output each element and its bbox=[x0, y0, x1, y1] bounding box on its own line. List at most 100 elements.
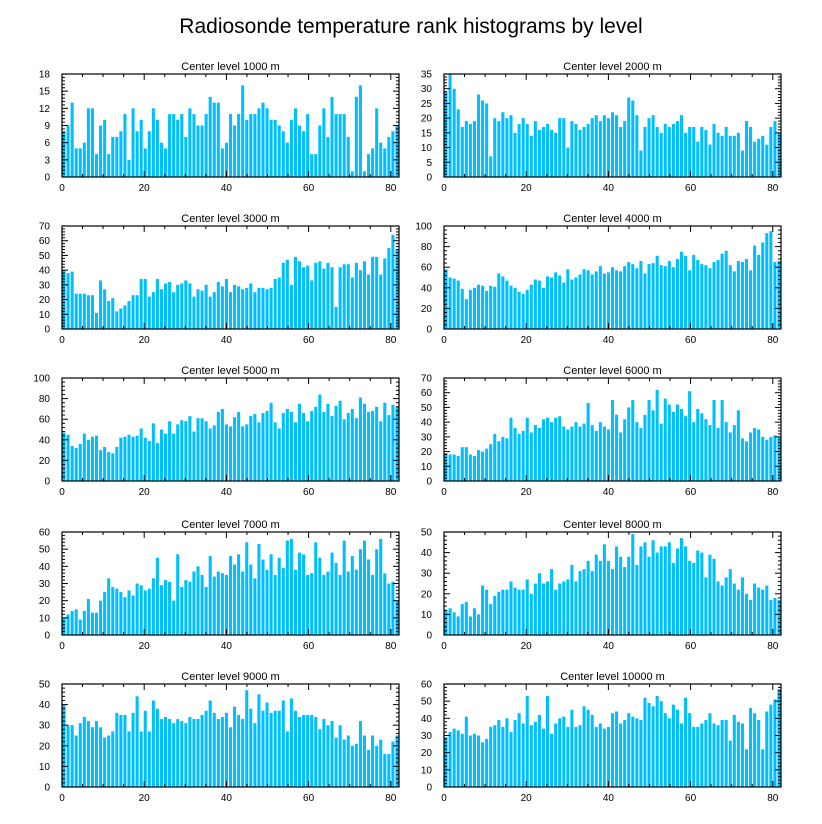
histogram-bar bbox=[651, 540, 655, 635]
histogram-bar bbox=[684, 255, 688, 329]
histogram-bar bbox=[172, 114, 176, 177]
histogram-bar bbox=[757, 254, 761, 329]
histogram-bar bbox=[168, 281, 172, 329]
histogram-bar bbox=[241, 289, 245, 329]
histogram-bar bbox=[578, 274, 582, 329]
histogram-bar bbox=[550, 733, 554, 787]
y-tick-label: 100 bbox=[415, 222, 432, 233]
histogram-bar bbox=[497, 441, 501, 481]
x-tick-label: 0 bbox=[59, 487, 65, 498]
y-tick-label: 60 bbox=[421, 680, 433, 691]
histogram-bar bbox=[350, 745, 354, 787]
histogram-bar bbox=[619, 432, 623, 481]
x-tick-label: 20 bbox=[521, 183, 533, 194]
histogram-bar bbox=[700, 723, 704, 787]
x-tick-label: 20 bbox=[139, 183, 151, 194]
histogram-bar bbox=[525, 124, 529, 177]
histogram-bar bbox=[119, 714, 123, 787]
histogram-bar bbox=[111, 298, 115, 329]
histogram-bar bbox=[277, 125, 281, 177]
y-tick-label: 0 bbox=[44, 631, 50, 642]
histogram-bar bbox=[318, 394, 322, 481]
histogram-bar bbox=[744, 749, 749, 787]
histogram-bar bbox=[537, 573, 541, 635]
histogram-bar bbox=[314, 406, 318, 481]
histogram-bar bbox=[558, 118, 562, 177]
histogram-bar bbox=[525, 579, 529, 635]
histogram-bar bbox=[111, 586, 115, 635]
histogram-bar bbox=[493, 286, 497, 329]
histogram-bar bbox=[306, 574, 310, 635]
histogram-bar bbox=[289, 119, 293, 177]
histogram-bar bbox=[765, 233, 769, 329]
y-tick-label: 50 bbox=[39, 680, 51, 691]
histogram-bar bbox=[131, 712, 135, 787]
histogram-bar bbox=[456, 455, 460, 481]
histogram-bar bbox=[220, 716, 224, 787]
histogram-bar bbox=[200, 574, 204, 635]
histogram-bar bbox=[704, 720, 708, 787]
histogram-bar bbox=[159, 585, 164, 635]
y-tick-label: 100 bbox=[33, 374, 50, 385]
histogram-bar bbox=[529, 284, 533, 329]
x-tick-label: 60 bbox=[303, 335, 315, 346]
histogram-bar bbox=[623, 567, 627, 635]
histogram-bar bbox=[606, 429, 610, 481]
histogram-bar bbox=[765, 711, 769, 787]
histogram-bar bbox=[168, 719, 172, 787]
histogram-bar bbox=[139, 731, 143, 787]
histogram-bar bbox=[326, 571, 330, 635]
x-tick-label: 40 bbox=[603, 335, 615, 346]
histogram-bar bbox=[293, 108, 297, 177]
histogram-bar bbox=[635, 115, 639, 177]
histogram-bar bbox=[598, 560, 602, 635]
histogram-bar bbox=[62, 131, 66, 177]
x-tick-label: 80 bbox=[385, 487, 397, 498]
histogram-bar bbox=[237, 286, 241, 329]
histogram-bar bbox=[513, 132, 517, 177]
histogram-bar bbox=[744, 258, 749, 329]
histogram-bar bbox=[192, 571, 196, 635]
x-tick-label: 80 bbox=[767, 487, 779, 498]
histogram-bar bbox=[204, 710, 208, 787]
y-tick-label: 3 bbox=[44, 155, 50, 166]
histogram-bar bbox=[688, 126, 692, 177]
histogram-bar bbox=[159, 142, 164, 177]
histogram-bar bbox=[115, 712, 119, 787]
histogram-bar bbox=[322, 574, 326, 635]
histogram-bar bbox=[224, 424, 228, 481]
histogram-panel: Center level 3000 m 0 20 40 60 80 0 10 20 30 40 50 6… bbox=[39, 213, 400, 346]
histogram-bar bbox=[765, 439, 769, 481]
y-tick-label: 0 bbox=[44, 783, 50, 794]
histogram-bar bbox=[627, 407, 631, 481]
histogram-bar bbox=[208, 96, 212, 177]
y-tick-label: 15 bbox=[421, 128, 433, 139]
histogram-bar bbox=[647, 702, 651, 787]
histogram-bar bbox=[736, 410, 740, 481]
histogram-bar bbox=[184, 280, 188, 329]
plot-frame bbox=[443, 377, 782, 482]
histogram-bar bbox=[269, 119, 273, 177]
histogram-bar bbox=[749, 270, 753, 329]
histogram-bar bbox=[233, 706, 237, 787]
histogram-bar bbox=[720, 400, 724, 481]
histogram-bar bbox=[151, 108, 155, 177]
histogram-bar bbox=[334, 737, 338, 787]
histogram-bar bbox=[245, 287, 249, 329]
histogram-bar bbox=[314, 262, 318, 329]
histogram-bar bbox=[505, 589, 509, 635]
histogram-bar bbox=[757, 429, 761, 481]
histogram-bar bbox=[464, 716, 468, 787]
histogram-bar bbox=[200, 714, 204, 787]
y-tick-label: 0 bbox=[44, 325, 50, 336]
histogram-bar bbox=[468, 616, 472, 635]
histogram-bar bbox=[554, 589, 558, 635]
histogram-bar bbox=[66, 434, 70, 481]
y-tick-label: 40 bbox=[421, 283, 433, 294]
histogram-bar bbox=[107, 735, 111, 787]
histogram-bar bbox=[220, 148, 224, 177]
histogram-bar bbox=[350, 171, 354, 177]
histogram-bar bbox=[159, 429, 164, 481]
histogram-bar bbox=[749, 126, 753, 177]
histogram-bar bbox=[578, 129, 582, 177]
